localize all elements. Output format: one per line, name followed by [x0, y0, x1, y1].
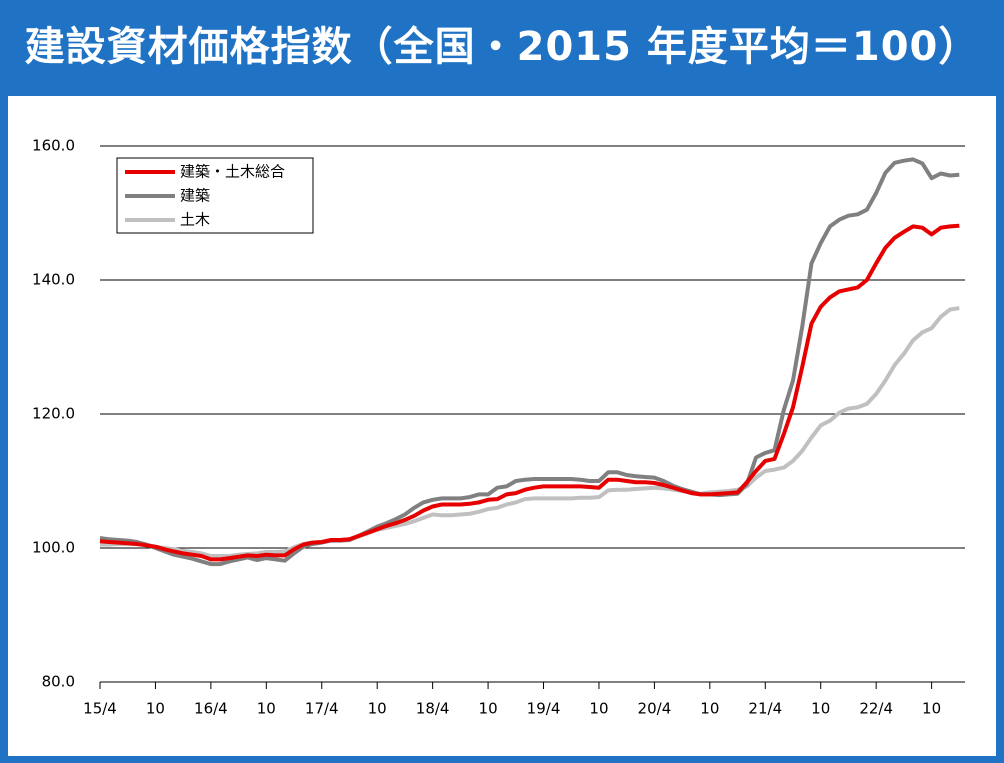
- x-tick-label: 10: [922, 700, 941, 718]
- y-tick-label: 140.0: [32, 271, 75, 289]
- x-tick-label: 10: [811, 700, 830, 718]
- x-tick-label: 15/4: [83, 700, 117, 718]
- chart: 80.0 100.0 120.0 140.0 160.0 15/4 10 16/4 10 17/4…: [8, 96, 996, 756]
- x-tick-label: 10: [257, 700, 276, 718]
- x-tick-label: 21/4: [748, 700, 782, 718]
- series-line: [99, 157, 960, 567]
- legend-label: 建築: [180, 187, 210, 205]
- x-tick-label: 19/4: [527, 700, 561, 718]
- x-tick-label: 10: [700, 700, 719, 718]
- series-line: [99, 223, 960, 562]
- y-tick-label: 100.0: [32, 539, 75, 557]
- x-tick-label: 10: [589, 700, 608, 718]
- chart-title: 建設資材価格指数（全国・2015 年度平均＝100）: [24, 24, 980, 70]
- y-tick-label: 160.0: [32, 137, 75, 155]
- x-tick-label: 10: [146, 700, 165, 718]
- x-tick-label: 18/4: [416, 700, 450, 718]
- x-tick-label: 17/4: [305, 700, 339, 718]
- x-tick-label: 10: [368, 700, 387, 718]
- x-tick-label: 16/4: [194, 700, 228, 718]
- legend-label: 建築・土木総合: [180, 163, 285, 181]
- x-tick-label: 20/4: [638, 700, 672, 718]
- y-tick-label: 120.0: [32, 405, 75, 423]
- x-tick-label: 22/4: [859, 700, 893, 718]
- x-tick-label: 10: [479, 700, 498, 718]
- legend-label: 土木: [180, 211, 210, 229]
- y-tick-label: 80.0: [42, 673, 75, 691]
